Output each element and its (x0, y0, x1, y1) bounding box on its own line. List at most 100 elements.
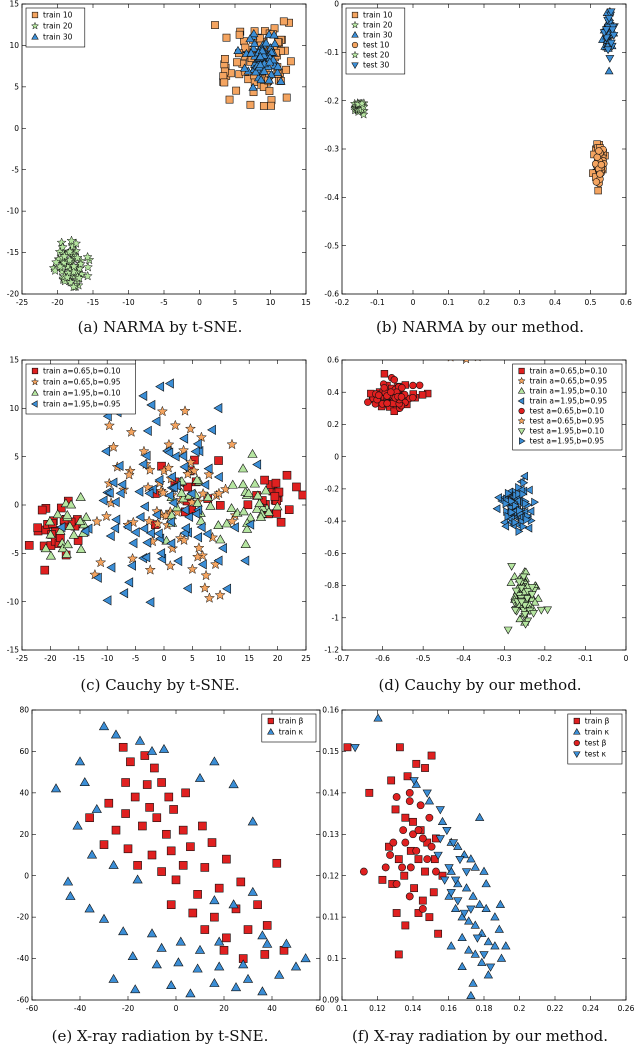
y-tick-label: 15 (9, 356, 19, 365)
y-tick-label: 0.4 (327, 388, 339, 397)
data-point (507, 563, 517, 571)
data-point (490, 350, 498, 358)
data-point (504, 488, 513, 498)
data-point (483, 937, 494, 946)
data-point (467, 348, 475, 356)
data-point (474, 342, 482, 350)
data-point (239, 63, 250, 72)
data-point (423, 855, 432, 864)
data-point (178, 861, 188, 870)
x-tick-label: -0.3 (497, 654, 512, 663)
data-point (427, 842, 436, 851)
legend-label: test κ (585, 750, 607, 759)
data-point (146, 399, 156, 411)
data-point (455, 337, 463, 345)
data-point (521, 620, 531, 629)
y-tick-label: -20 (17, 913, 29, 922)
data-point (157, 867, 166, 876)
data-point (392, 909, 401, 917)
data-point (45, 550, 57, 560)
data-point (98, 913, 110, 923)
data-point (254, 498, 265, 507)
caption-b: (b) NARMA by our method. (376, 318, 584, 336)
chart-f: 0.1 0.12 0.14 0.16 0.18 0.2 0.22 0.24 0.26 0.16 0.… (322, 706, 634, 1013)
legend-label: train a=1.95,b=0.10 (43, 389, 121, 398)
y-tick-label: -0.3 (324, 145, 339, 154)
legend-label: train a=0.65,b=0.95 (530, 377, 608, 386)
legend-label: test 20 (363, 51, 390, 60)
data-point (226, 503, 237, 512)
data-point (503, 626, 513, 635)
data-point (144, 488, 154, 499)
caption-f: (f) X-ray radiation by our method. (352, 1027, 608, 1045)
data-point (126, 552, 139, 564)
data-point (82, 251, 93, 262)
data-point (252, 490, 263, 500)
data-point (470, 920, 480, 929)
data-point (215, 501, 225, 510)
data-point (105, 530, 115, 542)
data-point (273, 61, 283, 70)
data-point (45, 529, 56, 539)
data-point (474, 812, 485, 821)
data-point (425, 913, 434, 922)
data-point (64, 521, 76, 530)
data-point (490, 941, 500, 950)
data-point (132, 874, 143, 884)
data-point (40, 565, 50, 575)
data-point (104, 798, 114, 808)
data-point (156, 405, 168, 417)
data-point (262, 938, 273, 948)
data-point (111, 514, 121, 525)
legend-marker (573, 717, 580, 725)
legend: train 10 train 20 train 30 (25, 7, 86, 48)
data-point (478, 344, 486, 352)
data-point (194, 772, 206, 782)
series-1 (48, 235, 95, 292)
data-point (401, 838, 410, 847)
data-point (471, 349, 479, 357)
chart-b: -0.2 -0.1 0 0.1 0.2 0.3 0.4 0.5 0.6 0 -0.1 -0.2 -0.3… (324, 0, 632, 307)
data-point (91, 804, 102, 813)
data-point (220, 78, 229, 87)
data-point (272, 858, 282, 868)
data-point (468, 978, 478, 987)
data-point (472, 337, 480, 345)
data-point (238, 506, 249, 516)
data-point (536, 606, 546, 615)
data-point (364, 398, 372, 406)
data-point (405, 788, 414, 797)
x-tick-label: 20 (273, 654, 283, 663)
data-point (118, 742, 128, 752)
data-point (447, 360, 454, 362)
data-point (173, 555, 183, 567)
data-point (477, 957, 487, 966)
data-point (300, 953, 311, 963)
data-point (506, 578, 516, 586)
data-point (110, 523, 120, 534)
data-point (515, 527, 524, 536)
data-point (64, 246, 75, 257)
x-tick-label: 10 (266, 298, 276, 307)
data-point (604, 66, 614, 75)
legend-marker (31, 389, 39, 396)
data-point (200, 479, 210, 490)
data-point (478, 344, 486, 352)
data-point (179, 433, 189, 444)
data-point (62, 272, 73, 282)
data-point (209, 756, 220, 766)
data-point (143, 515, 155, 527)
data-point (191, 508, 201, 519)
legend-label: train κ (279, 728, 304, 737)
legend-marker (31, 367, 39, 375)
legend-marker (573, 751, 581, 758)
data-point (243, 500, 253, 510)
legend-label: train β (279, 717, 304, 726)
legend-label: train a=1.95,b=0.95 (530, 397, 608, 406)
legend-marker (351, 62, 359, 69)
data-point (414, 909, 423, 917)
data-point (85, 813, 94, 823)
x-tick-label: 0 (197, 298, 202, 307)
data-point (121, 809, 130, 818)
data-point (453, 841, 463, 850)
